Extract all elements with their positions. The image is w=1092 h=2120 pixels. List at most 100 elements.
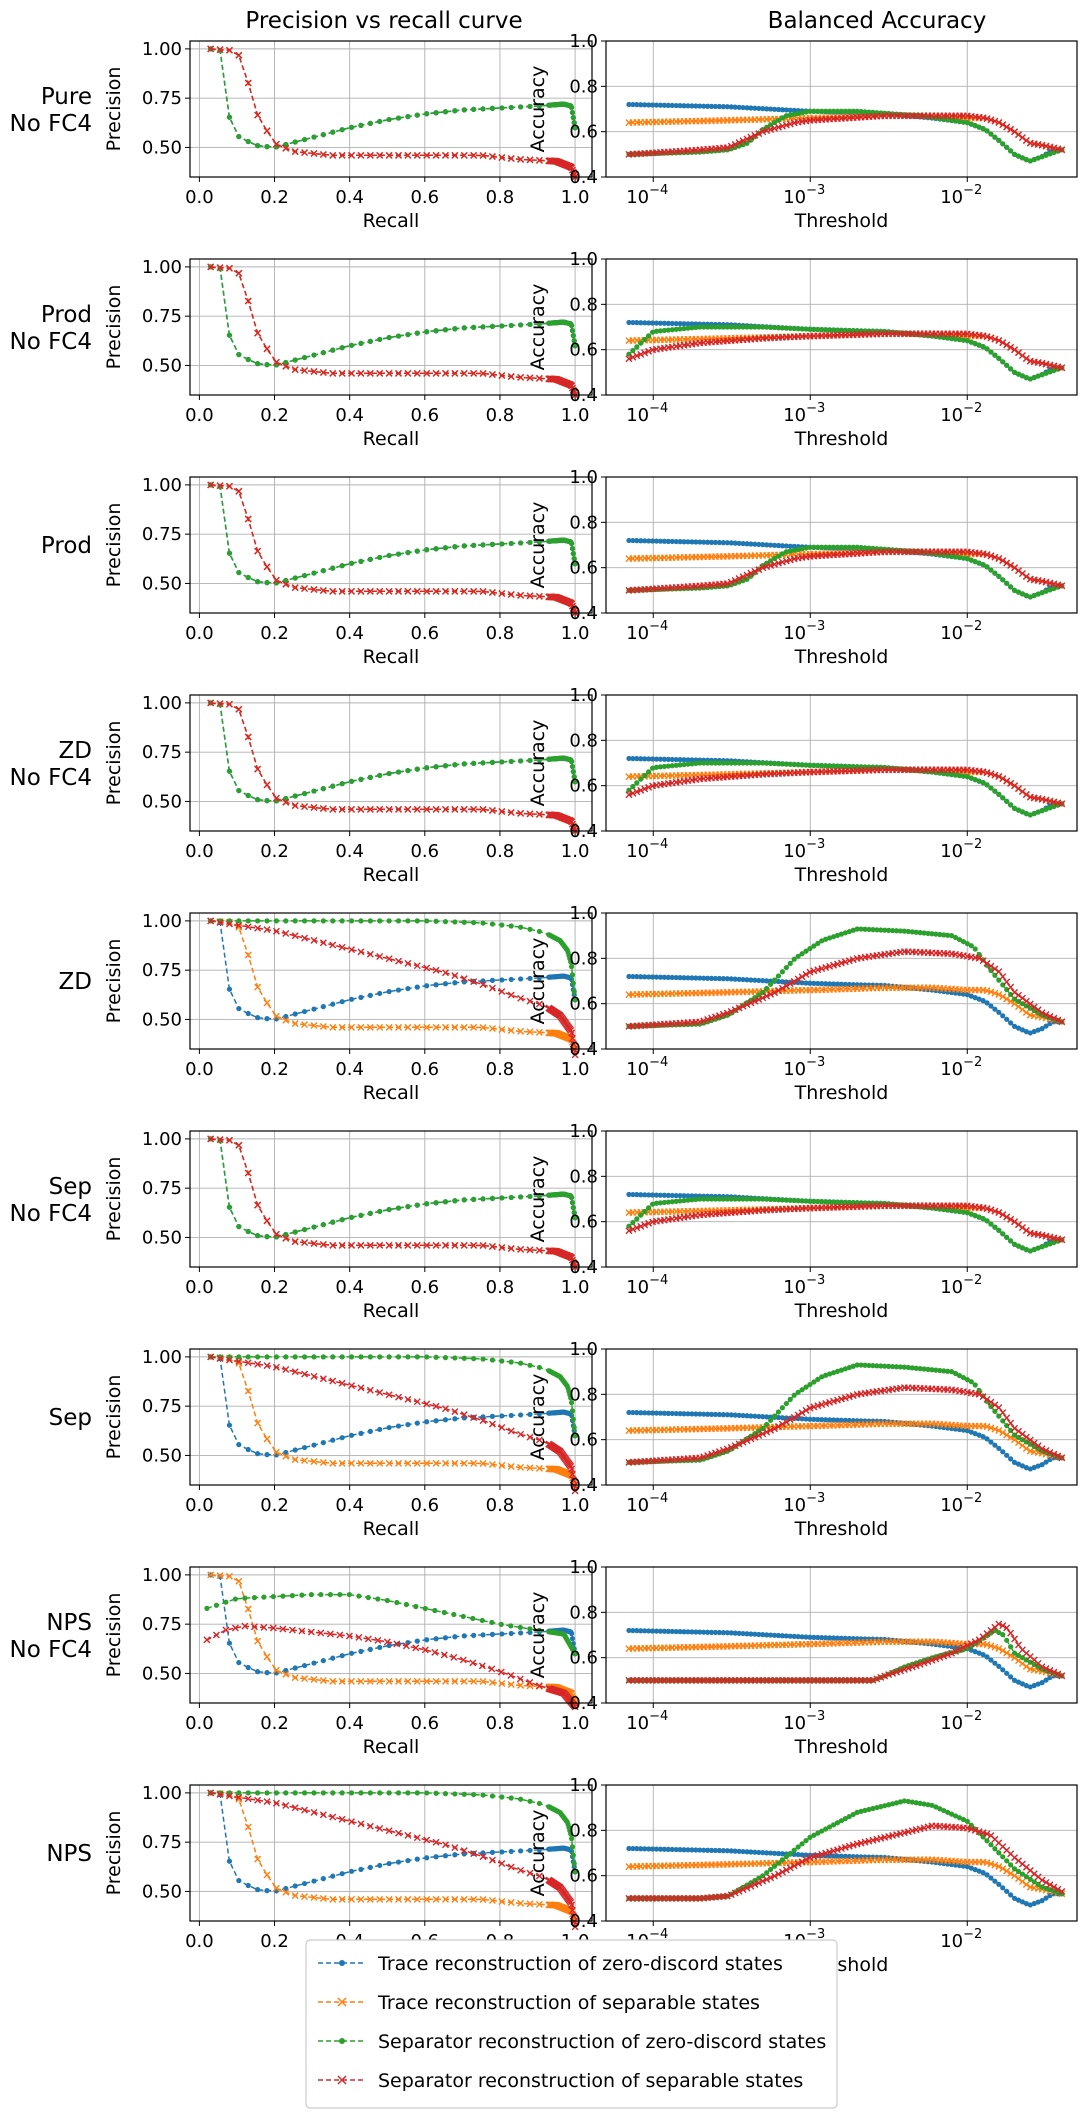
data-point-dot — [321, 1440, 326, 1445]
series-sep_zd — [626, 760, 1064, 817]
y-tick-label: 0.75 — [142, 1396, 182, 1417]
data-point-dot — [996, 356, 1001, 361]
row-label: ZD — [59, 738, 92, 764]
data-point-dot — [368, 993, 373, 998]
data-point-dot — [227, 769, 232, 774]
data-point-dot — [1004, 145, 1009, 150]
right-column-title: Balanced Accuracy — [768, 8, 987, 34]
data-point-dot — [368, 1354, 373, 1359]
data-point-dot — [471, 1356, 476, 1361]
data-point-x — [264, 564, 270, 570]
row-label: No FC4 — [9, 329, 92, 355]
series-trace_sep — [208, 918, 578, 1052]
data-point-dot — [571, 769, 576, 774]
data-point-dot — [302, 1227, 307, 1232]
x-tick-label: 0.8 — [486, 1495, 515, 1516]
data-point-dot — [377, 991, 382, 996]
data-point-dot — [415, 1354, 420, 1359]
data-point-dot — [490, 760, 495, 765]
x-tick-label: 0.8 — [486, 1277, 515, 1298]
data-point-dot — [246, 1229, 251, 1234]
y-tick-label: 0.6 — [569, 340, 598, 361]
data-point-dot — [443, 1417, 448, 1422]
x-tick-label: 10−3 — [783, 1273, 825, 1298]
data-point-dot — [368, 918, 373, 923]
x-tick-exponent: −2 — [963, 183, 982, 198]
data-point-dot — [772, 977, 777, 982]
x-tick-label: 10−3 — [783, 183, 825, 208]
row-label: No FC4 — [9, 111, 92, 137]
y-tick-label: 0.8 — [569, 948, 598, 969]
data-point-dot — [499, 759, 504, 764]
data-point-dot — [499, 1413, 504, 1418]
data-point-dot — [570, 110, 575, 115]
x-tick-label: 0.2 — [260, 405, 289, 426]
data-point-dot — [499, 1195, 504, 1200]
data-point-dot — [405, 332, 410, 337]
y-tick-label: 0.8 — [569, 294, 598, 315]
series-line — [211, 703, 575, 831]
data-point-dot — [349, 918, 354, 923]
data-point-dot — [1008, 1238, 1013, 1243]
data-point-dot — [387, 335, 392, 340]
data-point-dot — [377, 918, 382, 923]
row-label: ZD — [59, 969, 92, 995]
data-point-x — [1019, 789, 1025, 795]
data-point-dot — [509, 541, 514, 546]
data-point-x — [1004, 979, 1010, 985]
series-line — [211, 485, 575, 613]
data-point-dot — [358, 1354, 363, 1359]
data-point-dot — [1008, 366, 1013, 371]
data-point-dot — [415, 918, 420, 923]
data-point-dot — [227, 115, 232, 120]
series-line — [211, 1357, 575, 1485]
data-point-dot — [246, 139, 251, 144]
data-point-dot — [518, 925, 523, 930]
data-point-dot — [321, 918, 326, 923]
data-point-dot — [433, 1355, 438, 1360]
data-point-dot — [405, 1204, 410, 1209]
data-point-dot — [452, 919, 457, 924]
x-tick-exponent: −4 — [649, 401, 668, 416]
data-point-dot — [396, 1423, 401, 1428]
x-axis-label: Threshold — [794, 646, 889, 668]
data-point-x — [1019, 571, 1025, 577]
series-trace_sep — [626, 331, 1065, 371]
data-point-dot — [246, 918, 251, 923]
data-point-dot — [509, 1195, 514, 1200]
series-line — [211, 267, 575, 395]
data-point-dot — [387, 989, 392, 994]
data-point-dot — [387, 1207, 392, 1212]
data-point-dot — [1008, 1020, 1013, 1025]
data-point-dot — [499, 922, 504, 927]
data-point-dot — [387, 771, 392, 776]
y-tick-label: 0.50 — [142, 573, 182, 594]
data-point-dot — [1008, 802, 1013, 807]
y-tick-label: 1.00 — [142, 1129, 182, 1150]
series-sep_sep — [208, 264, 578, 398]
data-point-dot — [405, 918, 410, 923]
data-point-dot — [571, 551, 576, 556]
data-point-dot — [630, 784, 635, 789]
x-axis-label: Recall — [363, 646, 420, 668]
x-tick-label: 0.0 — [185, 1059, 214, 1080]
data-point-dot — [1000, 359, 1005, 364]
x-tick-exponent: −3 — [806, 183, 825, 198]
data-point-dot — [518, 540, 523, 545]
data-point-dot — [255, 918, 260, 923]
data-point-dot — [415, 331, 420, 336]
data-point-dot — [405, 114, 410, 119]
data-point-dot — [996, 792, 1001, 797]
x-tick-label: 0.6 — [410, 1495, 439, 1516]
series-trace_sep — [208, 264, 578, 398]
data-point-x — [264, 1000, 270, 1006]
x-tick-label: 1.0 — [561, 841, 590, 862]
data-point-dot — [236, 352, 241, 357]
data-point-dot — [311, 918, 316, 923]
data-point-dot — [433, 764, 438, 769]
data-point-dot — [570, 546, 575, 551]
x-tick-label: 0.0 — [185, 1277, 214, 1298]
data-point-dot — [358, 123, 363, 128]
